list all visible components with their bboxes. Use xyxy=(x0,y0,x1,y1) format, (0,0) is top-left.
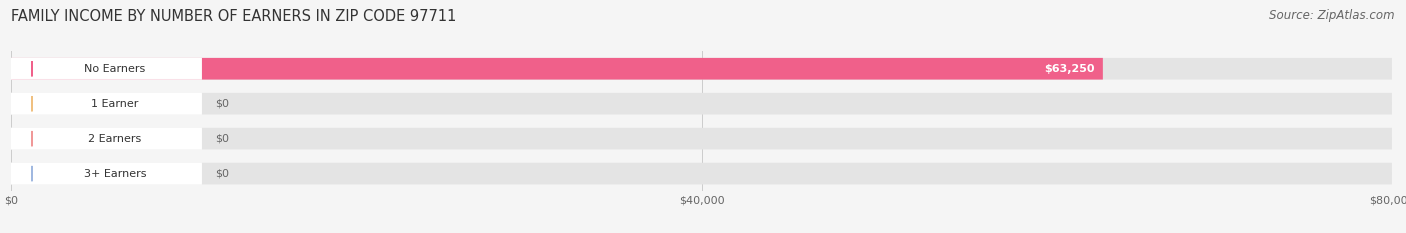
FancyBboxPatch shape xyxy=(11,129,201,149)
FancyBboxPatch shape xyxy=(11,58,1102,80)
Text: Source: ZipAtlas.com: Source: ZipAtlas.com xyxy=(1270,9,1395,22)
Text: $0: $0 xyxy=(215,99,229,109)
FancyBboxPatch shape xyxy=(11,128,1392,150)
FancyBboxPatch shape xyxy=(11,58,1392,80)
Text: $0: $0 xyxy=(215,134,229,144)
Text: 3+ Earners: 3+ Earners xyxy=(83,169,146,178)
Text: 1 Earner: 1 Earner xyxy=(91,99,138,109)
Text: No Earners: No Earners xyxy=(84,64,145,74)
FancyBboxPatch shape xyxy=(11,59,201,79)
Text: $63,250: $63,250 xyxy=(1043,64,1094,74)
FancyBboxPatch shape xyxy=(11,163,1392,185)
FancyBboxPatch shape xyxy=(11,93,201,114)
Text: 2 Earners: 2 Earners xyxy=(89,134,142,144)
FancyBboxPatch shape xyxy=(11,164,201,184)
FancyBboxPatch shape xyxy=(11,93,1392,115)
Text: FAMILY INCOME BY NUMBER OF EARNERS IN ZIP CODE 97711: FAMILY INCOME BY NUMBER OF EARNERS IN ZI… xyxy=(11,9,457,24)
Text: $0: $0 xyxy=(215,169,229,178)
